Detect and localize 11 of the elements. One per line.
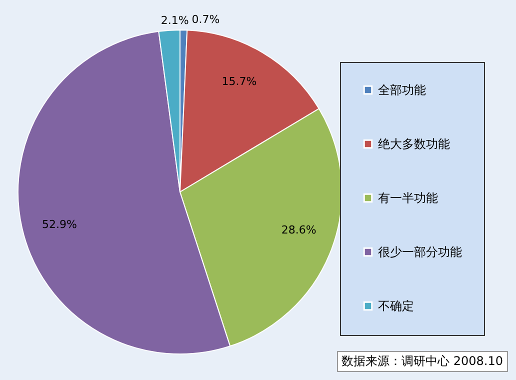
data-label: 52.9%	[42, 218, 77, 231]
source-note: 数据来源：调研中心 2008.10	[336, 351, 508, 372]
data-label: 2.1%	[160, 14, 189, 28]
legend-label: 很少一部分功能	[378, 245, 462, 259]
legend-label: 不确定	[378, 299, 414, 313]
data-label: 28.6%	[281, 224, 316, 237]
legend-label: 绝大多数功能	[378, 137, 450, 151]
data-label: 0.7%	[192, 13, 220, 26]
legend-label: 全部功能	[378, 83, 426, 97]
data-label: 15.7%	[222, 74, 257, 88]
legend-label: 有一半功能	[378, 191, 438, 205]
